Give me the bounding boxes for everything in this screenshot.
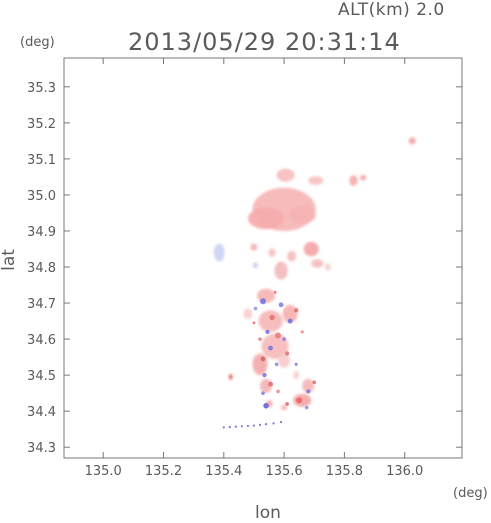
y-tick-label: 34.8 [27,261,56,276]
x-axis-label: lon [255,503,281,523]
echo-patch [288,205,316,224]
echo-patch [349,175,358,186]
y-axis-unit: (deg) [20,35,55,50]
sparse-echo-dot [234,425,237,428]
velocity-speckle [304,405,309,410]
echo-patch [311,259,324,268]
echo-patch [228,374,233,380]
x-tick-label: 135.0 [85,464,122,479]
y-tick-label: 34.4 [27,405,56,420]
sparse-echo-dot [222,426,225,429]
x-tick-label: 135.8 [326,464,363,479]
echo-patch [303,241,319,257]
echo-patch [250,243,258,251]
velocity-speckle [265,329,270,334]
velocity-speckle [274,362,279,367]
sparse-echo-dot [264,423,268,426]
velocity-speckle [276,389,280,394]
velocity-speckle [285,351,290,356]
sparse-echo-dot [246,424,250,428]
velocity-speckle [260,356,266,362]
echo-patch [408,137,416,145]
echo-patch [274,261,288,280]
velocity-speckle [268,381,273,387]
echo-patch [253,262,258,269]
velocity-speckle [294,308,299,313]
y-tick-label: 34.9 [27,225,56,240]
velocity-speckle [262,373,267,378]
sparse-echo-dot [240,425,243,428]
velocity-speckle [306,389,311,394]
velocity-speckle [275,332,282,339]
sparse-echo-dot [252,424,256,427]
velocity-speckle [312,380,317,385]
echo-patch [287,250,297,262]
plot-frame [63,57,463,459]
echo-patch [276,168,295,182]
x-tick-label: 135.6 [265,464,302,479]
altitude-label: ALT(km) 2.0 [338,0,445,20]
x-tick-label: 136.0 [386,464,423,479]
sparse-echo-dot [258,423,262,426]
velocity-speckle [278,302,284,308]
echo-patch [258,310,283,332]
sparse-echo-dot [272,422,275,425]
y-tick-label: 34.6 [27,333,56,348]
y-tick-label: 35.2 [27,117,56,132]
x-tick-label: 135.2 [145,464,182,479]
chart-title: 2013/05/29 20:31:14 [128,28,401,56]
velocity-speckle [252,321,256,325]
velocity-speckle [269,314,275,321]
velocity-speckle [253,306,258,311]
echo-patch [278,353,291,368]
velocity-speckle [263,403,269,409]
y-tick-label: 35.3 [27,81,56,96]
y-tick-label: 34.3 [27,441,56,456]
velocity-speckle [261,391,265,395]
echo-patch [268,248,276,257]
echo-patch [261,333,289,359]
velocity-speckle [296,397,303,404]
y-tick-label: 35.0 [27,189,56,204]
velocity-speckle [294,362,298,366]
velocity-speckle [259,298,267,305]
echo-patch [247,207,285,230]
x-tick-label: 135.4 [205,464,242,479]
echo-patch [282,304,298,323]
velocity-speckle [287,318,293,324]
echo-patch [281,404,288,411]
velocity-speckle [300,330,304,334]
y-tick-label: 34.7 [27,297,56,312]
echo-patch [256,288,276,304]
echo-patch [213,243,225,262]
y-tick-label: 34.5 [27,369,56,384]
velocity-speckle [258,337,262,341]
velocity-speckle [282,337,286,341]
sparse-echo-dot [279,420,283,424]
echo-patch [360,174,367,181]
echo-patch [302,378,315,394]
velocity-speckle [273,290,277,294]
echo-patch [293,370,300,380]
x-axis-unit: (deg) [453,486,488,501]
echo-patch [308,176,324,185]
y-tick-label: 35.1 [27,153,56,168]
sparse-echo-dot [228,425,231,429]
velocity-speckle [268,345,273,351]
echo-patch [252,353,268,376]
velocity-speckle [285,402,289,406]
echo-patch [243,308,253,320]
echo-patch [324,263,331,271]
